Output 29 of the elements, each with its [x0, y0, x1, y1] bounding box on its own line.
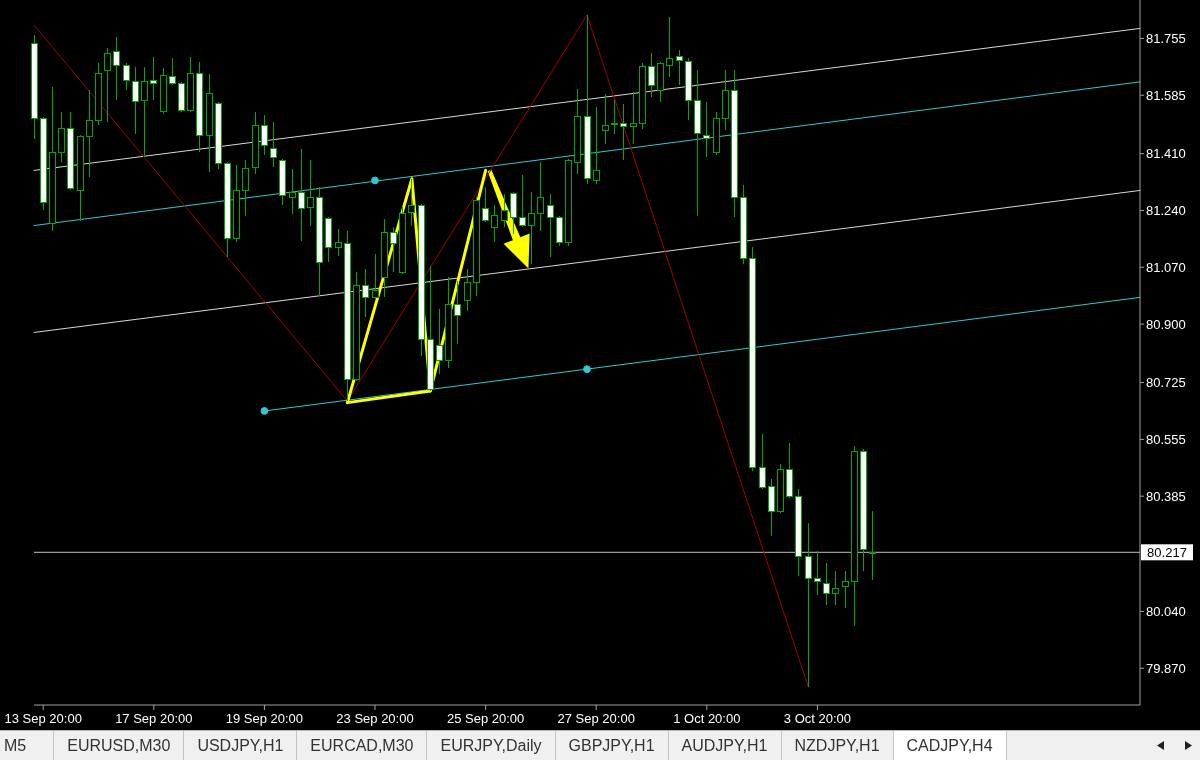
x-tick-label: 25 Sep 20:00	[446, 711, 525, 726]
y-tick-label: 81.755	[1146, 31, 1186, 47]
text: AUDJPY,H1	[681, 736, 768, 755]
text: CADJPY,H4	[906, 736, 993, 755]
text: EURJPY,Daily	[440, 736, 542, 755]
text: USDJPY,H1	[197, 736, 284, 755]
y-tick-label: 81.585	[1146, 87, 1186, 103]
text: M5	[4, 736, 27, 755]
x-tick-label: 13 Sep 20:00	[4, 711, 82, 726]
x-tick-label: 17 Sep 20:00	[115, 711, 193, 726]
y-tick-label: 81.070	[1146, 259, 1186, 275]
y-tick-label: 81.410	[1146, 146, 1186, 162]
y-tick-label: 80.725	[1146, 375, 1186, 391]
x-tick-label: 3 Oct 20:00	[783, 711, 852, 726]
text: EURUSD,M30	[67, 736, 171, 755]
y-tick-label: 80.385	[1146, 488, 1186, 504]
text: GBPJPY,H1	[568, 736, 655, 755]
y-tick-label: 80.555	[1146, 431, 1186, 447]
y-tick-label: 79.870	[1146, 660, 1186, 676]
y-tick-label: 80.900	[1146, 316, 1186, 332]
x-tick-label: 23 Sep 20:00	[336, 711, 414, 726]
text: NZDJPY,H1	[794, 736, 880, 755]
text: EURCAD,M30	[310, 736, 414, 755]
ref-line-label: 80.217	[1147, 544, 1187, 560]
y-tick-label: 81.240	[1146, 203, 1186, 219]
y-tick-label: 80.040	[1146, 604, 1186, 620]
x-tick-label: 19 Sep 20:00	[225, 711, 304, 726]
x-tick-label: 27 Sep 20:00	[557, 711, 635, 726]
x-tick-label: 1 Oct 20:00	[673, 711, 741, 726]
